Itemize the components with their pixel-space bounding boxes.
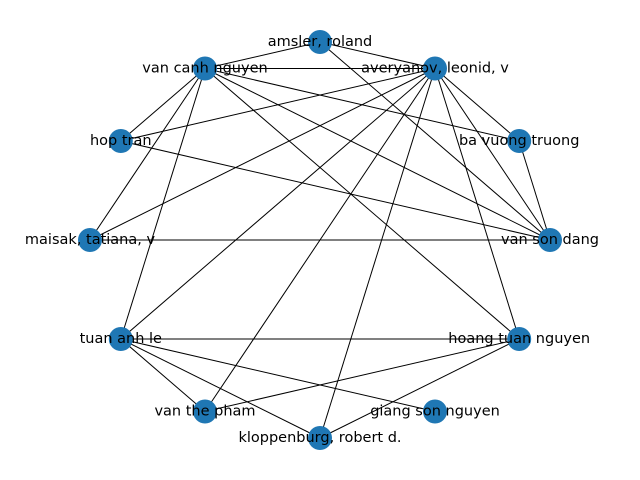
edge-hop_tran-van_son_dang — [120, 140, 551, 241]
edge-averyanov-van_son_dang — [434, 68, 551, 241]
node-label-amsler: amsler, roland — [268, 34, 373, 50]
label-layer: amsler, roland averyanov, leonid, v ba vuo… — [25, 34, 599, 446]
node-label-giang_son_nguyen: giang son nguyen — [370, 404, 500, 420]
node-van_the_pham — [193, 399, 217, 424]
node-ba_vuong_truong — [507, 129, 532, 153]
edge-averyanov-tuan_anh_le — [120, 68, 436, 340]
edge-tuan_anh_le-giang_son_nguyen — [120, 338, 436, 412]
edge-tuan_anh_le-kloppenburg — [120, 338, 321, 439]
node-giang_son_nguyen — [423, 399, 447, 424]
edge-hoang_tuan_nguyen-van_the_pham — [204, 338, 520, 412]
node-label-hoang_tuan_nguyen: hoang tuan nguyen — [448, 331, 590, 347]
node-averyanov — [423, 56, 447, 81]
edge-averyanov-maisak — [89, 68, 436, 241]
edge-amsler-van_son_dang — [319, 41, 551, 241]
node-tuan_anh_le — [108, 327, 133, 351]
node-label-van_son_dang: van son dang — [501, 232, 599, 248]
edge-averyanov-kloppenburg — [319, 68, 436, 439]
node-van_canh_nguyen — [193, 56, 217, 81]
edge-amsler-van_canh_nguyen — [204, 41, 321, 69]
node-label-averyanov: averyanov, leonid, v — [361, 61, 509, 77]
node-label-ba_vuong_truong: ba vuong truong — [459, 133, 579, 149]
edge-van_canh_nguyen-maisak — [89, 68, 206, 241]
edge-amsler-averyanov — [319, 41, 436, 69]
edge-averyanov-hop_tran — [120, 68, 436, 142]
edge-averyanov-ba_vuong_truong — [434, 68, 520, 142]
node-label-maisak: maisak, tatiana, v — [25, 232, 156, 248]
edge-ba_vuong_truong-van_son_dang — [518, 140, 551, 241]
node-label-tuan_anh_le: tuan anh le — [80, 331, 162, 347]
node-label-kloppenburg: kloppenburg, robert d. — [238, 430, 401, 446]
node-maisak — [78, 228, 102, 252]
edge-van_canh_nguyen-hop_tran — [120, 68, 206, 142]
node-van_son_dang — [538, 228, 562, 252]
edge-hoang_tuan_nguyen-kloppenburg — [319, 338, 520, 439]
node-label-hop_tran: hop tran — [90, 133, 152, 149]
node-kloppenburg — [308, 426, 332, 450]
node-layer — [78, 30, 562, 450]
edge-layer — [89, 41, 551, 439]
node-label-van_canh_nguyen: van canh nguyen — [142, 61, 267, 77]
edge-averyanov-hoang_tuan_nguyen — [434, 68, 520, 340]
edge-van_canh_nguyen-hoang_tuan_nguyen — [204, 68, 520, 340]
node-amsler — [308, 30, 332, 54]
node-label-van_the_pham: van the pham — [154, 404, 255, 420]
edge-tuan_anh_le-van_the_pham — [120, 338, 206, 412]
node-hop_tran — [108, 129, 133, 153]
node-hoang_tuan_nguyen — [507, 327, 532, 351]
